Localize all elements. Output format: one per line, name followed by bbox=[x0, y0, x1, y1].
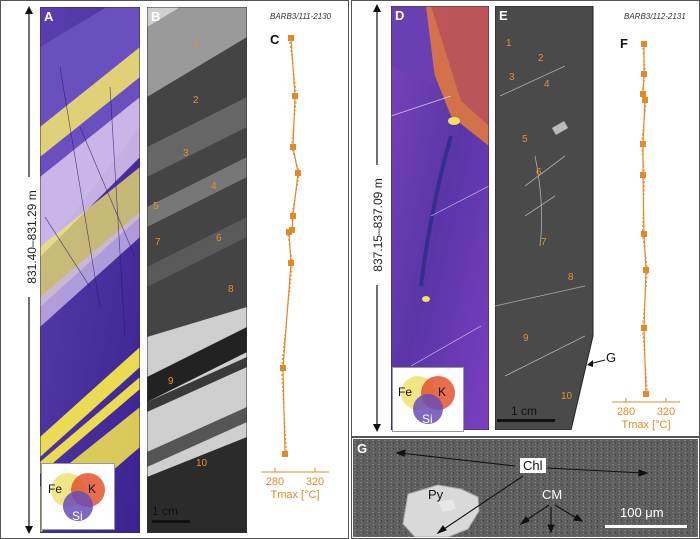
left-depth-label: 831.40–831.29 m bbox=[25, 177, 39, 297]
f-tick-label-280: 280 bbox=[617, 406, 635, 418]
panel-g-scale-label: 100 μm bbox=[620, 505, 664, 520]
panel-e-core-image bbox=[495, 6, 594, 430]
b-sample-10: 10 bbox=[196, 458, 208, 469]
e-sample-6: 6 bbox=[536, 167, 542, 178]
e-sample-1: 1 bbox=[506, 38, 512, 49]
f-axis-label: Tmax [°C] bbox=[621, 419, 670, 431]
c-tmax-line-dashed bbox=[280, 37, 301, 455]
b-sample-2: 2 bbox=[193, 95, 199, 106]
left-venn-legend: Fe K Si bbox=[41, 463, 115, 530]
panel-d-elemental-map bbox=[391, 6, 489, 430]
f-point-1 bbox=[641, 41, 647, 47]
panel-f-label: F bbox=[620, 36, 628, 51]
panel-g-label: G bbox=[357, 441, 368, 456]
panel-d-label: D bbox=[395, 8, 405, 23]
left-venn-fe: Fe bbox=[48, 482, 63, 496]
f-point-5 bbox=[640, 141, 646, 147]
panel-b-label: B bbox=[151, 9, 161, 24]
c-point-2 bbox=[292, 93, 298, 99]
e-sample-8: 8 bbox=[568, 272, 574, 283]
b-sample-6: 6 bbox=[216, 233, 222, 244]
panel-g-scale-bar bbox=[605, 525, 687, 528]
b-sample-1: 1 bbox=[193, 39, 199, 50]
left-scale-bar bbox=[152, 520, 190, 523]
f-point-8 bbox=[643, 267, 649, 273]
b-sample-9: 9 bbox=[168, 376, 174, 387]
f-tmax-line-dashed bbox=[640, 43, 649, 395]
f-point-10 bbox=[643, 391, 649, 397]
panel-e-g-arrow bbox=[587, 359, 606, 367]
e-sample-7: 7 bbox=[541, 237, 547, 248]
right-venn-fe: Fe bbox=[398, 385, 413, 399]
panel-g-chl-label: Chl bbox=[520, 458, 546, 473]
c-point-9 bbox=[280, 365, 286, 371]
f-point-9 bbox=[641, 325, 647, 331]
c-axis-label: Tmax [°C] bbox=[270, 489, 319, 501]
c-point-5 bbox=[290, 213, 296, 219]
panel-c-label: C bbox=[270, 32, 280, 47]
b-sample-8: 8 bbox=[228, 284, 234, 295]
left-venn-k: K bbox=[88, 482, 97, 496]
c-tmax-line bbox=[282, 37, 299, 455]
e-sample-10: 10 bbox=[561, 391, 573, 402]
f-point-4 bbox=[642, 97, 648, 103]
f-point-2 bbox=[641, 71, 647, 77]
b-sample-7: 7 bbox=[155, 237, 161, 248]
right-venn-k: K bbox=[438, 385, 447, 399]
panel-a-elemental-map bbox=[40, 7, 140, 533]
panel-g-annotation-arrows bbox=[395, 449, 649, 535]
panel-g-py-label: Py bbox=[428, 487, 444, 502]
panel-b-core-image bbox=[147, 7, 247, 533]
f-point-3 bbox=[640, 91, 646, 97]
e-sample-4: 4 bbox=[544, 79, 550, 90]
f-tick-label-320: 320 bbox=[657, 406, 675, 418]
e-sample-9: 9 bbox=[523, 333, 529, 344]
right-depth-label: 837.15–837.09 m bbox=[371, 165, 385, 285]
c-point-7 bbox=[286, 229, 292, 235]
right-scale-bar bbox=[497, 419, 555, 422]
right-venn-legend: Fe K Si bbox=[392, 367, 464, 432]
b-sample-4: 4 bbox=[211, 181, 217, 192]
panel-a-label: A bbox=[44, 9, 54, 24]
f-point-6 bbox=[640, 172, 646, 178]
left-sample-ref: BARB3/111-2130 bbox=[270, 12, 332, 21]
panel-e-label: E bbox=[499, 8, 508, 23]
right-sample-ref: BARB3/112-2131 bbox=[624, 12, 686, 21]
c-point-8 bbox=[288, 260, 294, 266]
right-venn-si: Si bbox=[422, 412, 433, 426]
f-point-7 bbox=[641, 231, 647, 237]
c-tick-label-320: 320 bbox=[306, 476, 324, 488]
c-point-3 bbox=[290, 144, 296, 150]
e-sample-5: 5 bbox=[522, 134, 528, 145]
b-sample-5: 5 bbox=[153, 201, 159, 212]
panel-g-cm-label: CM bbox=[542, 487, 563, 502]
left-venn-si: Si bbox=[72, 509, 83, 523]
panel-e-g-marker: G bbox=[606, 350, 617, 365]
b-sample-3: 3 bbox=[183, 148, 189, 159]
left-scale-label: 1 cm bbox=[152, 504, 179, 518]
c-point-1 bbox=[288, 35, 294, 41]
c-point-10 bbox=[282, 451, 288, 457]
c-tick-label-280: 280 bbox=[266, 476, 284, 488]
e-sample-2: 2 bbox=[538, 53, 544, 64]
right-scale-label: 1 cm bbox=[511, 404, 538, 418]
c-point-4 bbox=[295, 170, 301, 176]
e-sample-3: 3 bbox=[509, 72, 515, 83]
